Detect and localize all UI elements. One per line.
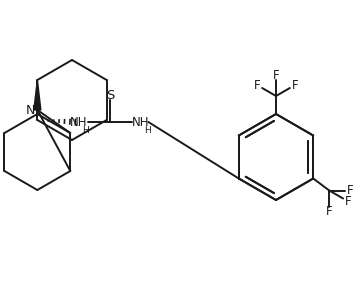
Text: S: S: [106, 88, 115, 101]
Text: N: N: [26, 103, 35, 116]
Text: F: F: [345, 195, 352, 208]
Text: F: F: [326, 205, 333, 218]
Text: H: H: [82, 126, 89, 134]
Polygon shape: [34, 80, 41, 110]
Text: F: F: [347, 184, 354, 197]
Text: F: F: [273, 69, 279, 81]
Text: F: F: [254, 78, 261, 91]
Text: NH: NH: [132, 116, 149, 128]
Text: NH: NH: [69, 116, 87, 128]
Text: F: F: [291, 78, 298, 91]
Text: H: H: [144, 126, 151, 134]
